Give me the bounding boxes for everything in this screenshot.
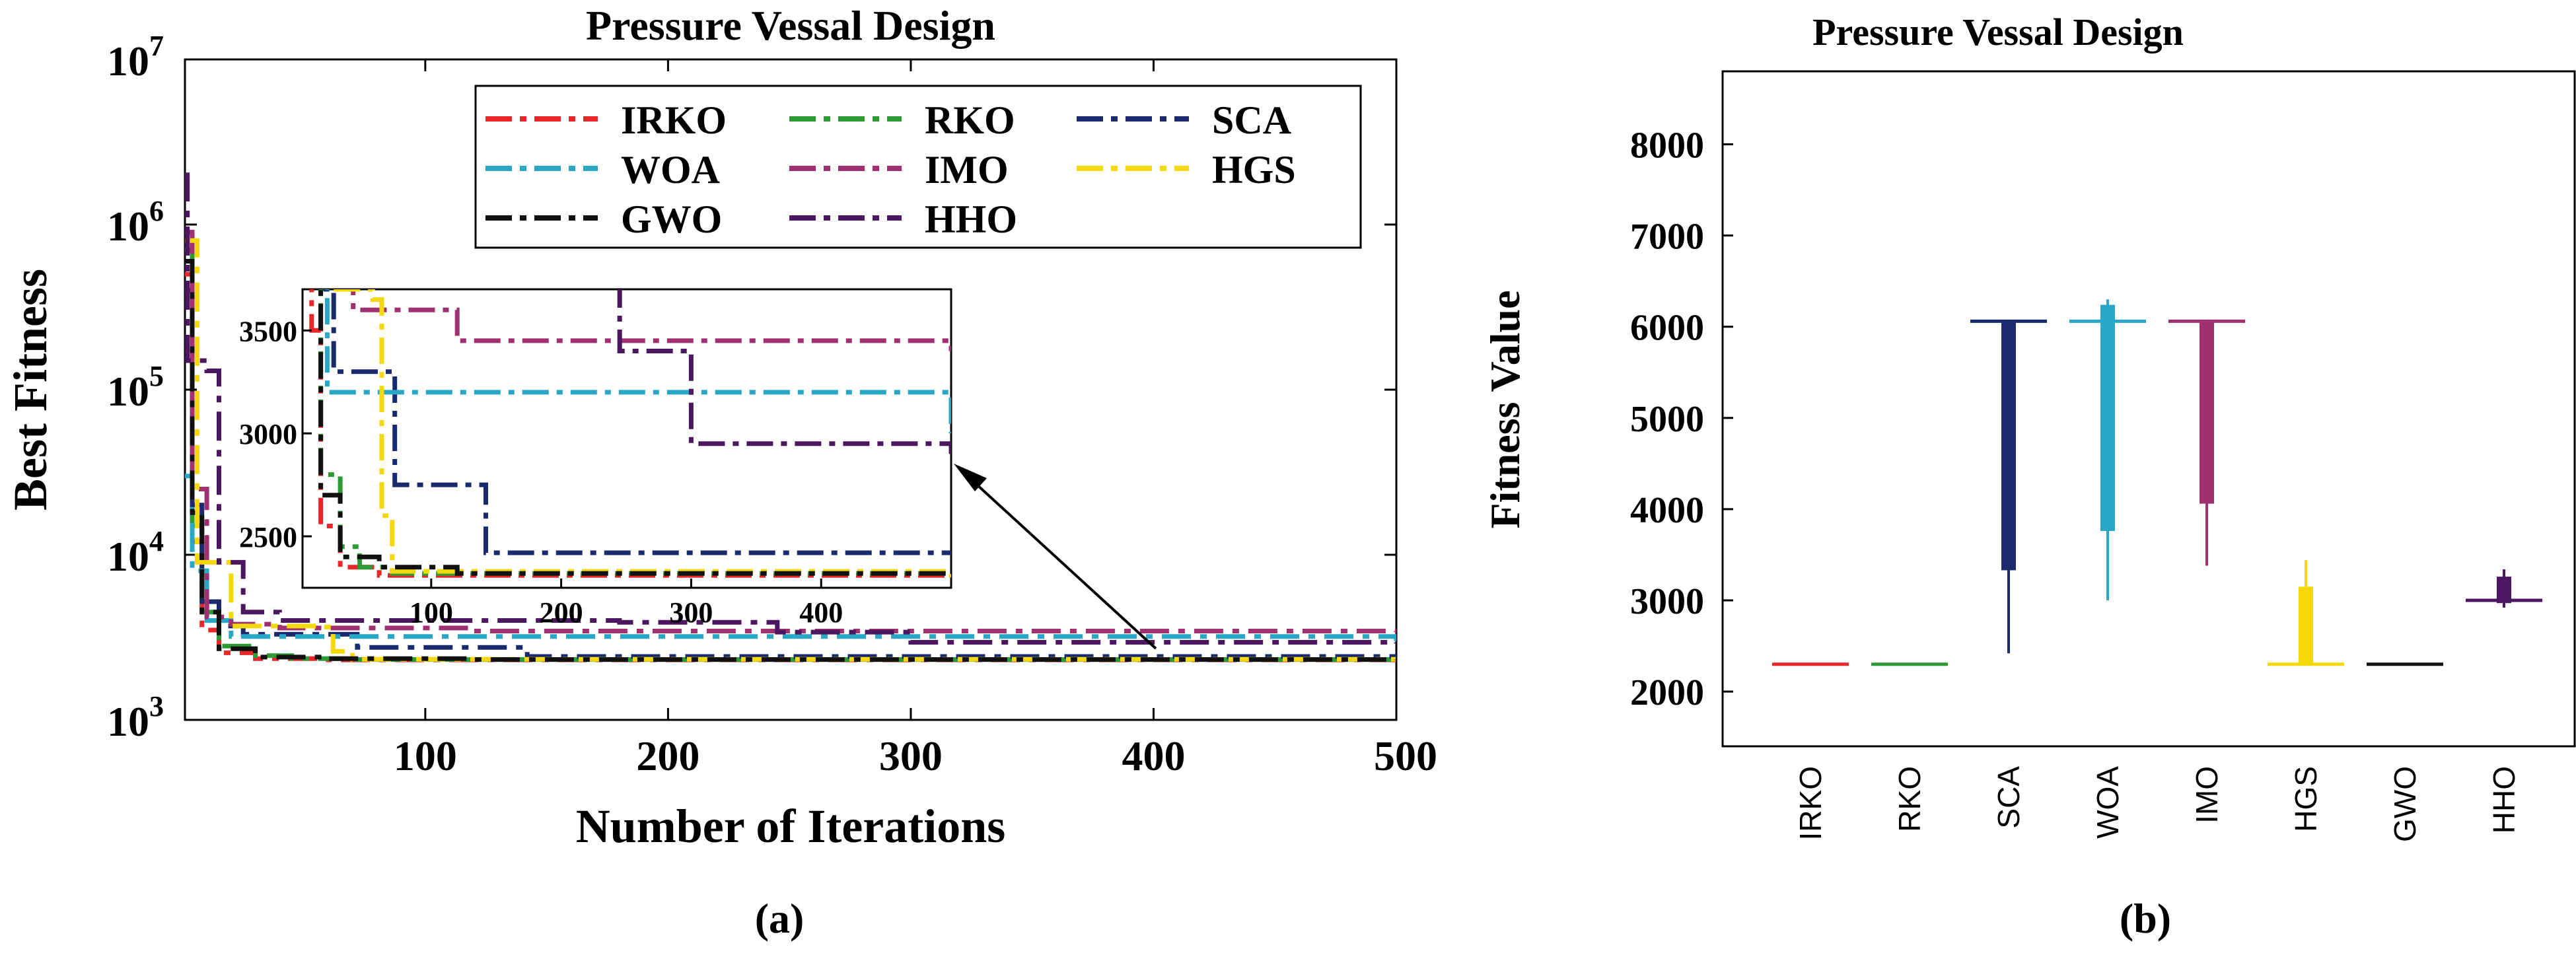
panel-b-y-ticks: 2000 3000 4000 5000 6000 7000 8000 <box>1630 125 1733 713</box>
panel-a-title: Pressure Vessal Design <box>586 2 995 49</box>
legend-label-gwo: GWO <box>621 197 722 241</box>
series-line-gwo <box>185 259 1396 662</box>
y-tick-label: 103 <box>107 690 164 745</box>
panel-a-y-axis-label: Best Fitness <box>4 269 57 511</box>
y-tick-label: 107 <box>107 30 164 85</box>
b-x-tick-label: HGS <box>2289 766 2323 832</box>
x-tick-label: 300 <box>879 732 943 779</box>
legend-label-irko: IRKO <box>621 98 727 142</box>
inset-pointer-arrow <box>967 476 1157 650</box>
panel-b-x-ticks: IRKO RKO SCA WOA IMO HGS GWO HHO <box>1793 766 2521 842</box>
inset-series-line-irko <box>309 289 951 578</box>
panel-a-x-axis-label: Number of Iterations <box>576 800 1006 853</box>
b-y-tick-label: 4000 <box>1630 490 1704 531</box>
legend-label-hgs: HGS <box>1212 148 1296 192</box>
inset-series <box>309 289 951 578</box>
panel-b-plot-area <box>1721 70 2576 748</box>
box-sca <box>1970 319 2047 654</box>
legend-label-woa: WOA <box>621 148 720 192</box>
y-tick-label: 106 <box>107 195 164 250</box>
b-y-tick-label: 3000 <box>1630 581 1704 622</box>
box-body <box>2497 577 2511 604</box>
b-y-tick-label: 8000 <box>1630 125 1704 166</box>
b-x-tick-label: IRKO <box>1793 766 1828 840</box>
panel-a-y-ticks: 103 104 105 106 107 <box>107 30 1396 745</box>
panel-b-boxes <box>1772 299 2542 666</box>
inset-pointer-arrowhead <box>954 464 987 491</box>
box-body <box>2100 304 2115 532</box>
box-body <box>2001 321 2016 571</box>
caption-b: (b) <box>2120 895 2171 942</box>
inset-series-line-hgs <box>324 289 951 578</box>
box-body <box>2200 321 2214 504</box>
inset-x-tick-label: 300 <box>669 596 713 629</box>
x-tick-label: 500 <box>1374 732 1437 779</box>
panel-b-y-axis-label: Fitness Value <box>1482 291 1528 529</box>
inset-series-line-gwo <box>318 289 951 576</box>
panel-a-x-ticks: 100 200 300 400 500 <box>394 59 1437 779</box>
inset-x-tick-label: 400 <box>799 596 843 629</box>
inset-series-line-sca <box>318 289 951 555</box>
inset-y-tick-label: 3500 <box>239 315 297 347</box>
box-imo <box>2168 319 2245 566</box>
b-x-tick-label: GWO <box>2388 766 2422 842</box>
x-tick-label: 400 <box>1122 732 1185 779</box>
legend-label-sca: SCA <box>1212 98 1291 142</box>
inset-x-tick-label: 100 <box>410 596 453 629</box>
inset-y-tick-label: 2500 <box>239 521 297 553</box>
panel-a-series <box>185 172 1396 662</box>
legend-label-rko: RKO <box>925 98 1015 142</box>
caption-a: (a) <box>755 895 805 942</box>
panel-a-legend <box>474 85 1362 249</box>
b-x-tick-label: WOA <box>2091 766 2125 839</box>
x-tick-label: 200 <box>636 732 699 779</box>
b-y-tick-label: 6000 <box>1630 308 1704 349</box>
box-woa <box>2069 299 2146 601</box>
panel-b-box-plot: Pressure Vessal Design 2000 3000 4000 5000 6… <box>1482 11 2576 842</box>
box-hho <box>2466 569 2542 608</box>
b-y-tick-label: 2000 <box>1630 672 1704 713</box>
panel-a-legend-entries: IRKO RKO SCA WOA IMO HGS GWO HHO <box>485 98 1296 241</box>
y-tick-label: 105 <box>107 360 164 415</box>
series-line-imo <box>185 229 1396 633</box>
x-tick-label: 100 <box>394 732 457 779</box>
b-x-tick-label: SCA <box>1991 766 2026 829</box>
y-tick-label: 104 <box>107 525 164 580</box>
series-line-hho <box>185 172 1396 645</box>
b-y-tick-label: 7000 <box>1630 217 1704 258</box>
box-body <box>2299 586 2313 664</box>
legend-label-imo: IMO <box>925 148 1009 192</box>
inset-x-tick-label: 200 <box>540 596 583 629</box>
inset-ticks: 2500 3000 3500 100 200 300 400 <box>239 315 843 629</box>
box-hgs <box>2268 560 2344 666</box>
panel-b-title: Pressure Vessal Design <box>1812 11 2184 53</box>
inset-plot-area <box>301 288 952 589</box>
b-x-tick-label: HHO <box>2487 766 2521 833</box>
b-x-tick-label: RKO <box>1892 766 1927 832</box>
legend-label-hho: HHO <box>925 197 1017 241</box>
b-y-tick-label: 5000 <box>1630 399 1704 440</box>
inset-y-tick-label: 3000 <box>239 418 297 450</box>
panel-a-line-chart: Pressure Vessal Design 103 104 105 106 107 1… <box>4 2 1437 853</box>
b-x-tick-label: IMO <box>2190 766 2224 824</box>
series-line-woa <box>185 474 1396 641</box>
